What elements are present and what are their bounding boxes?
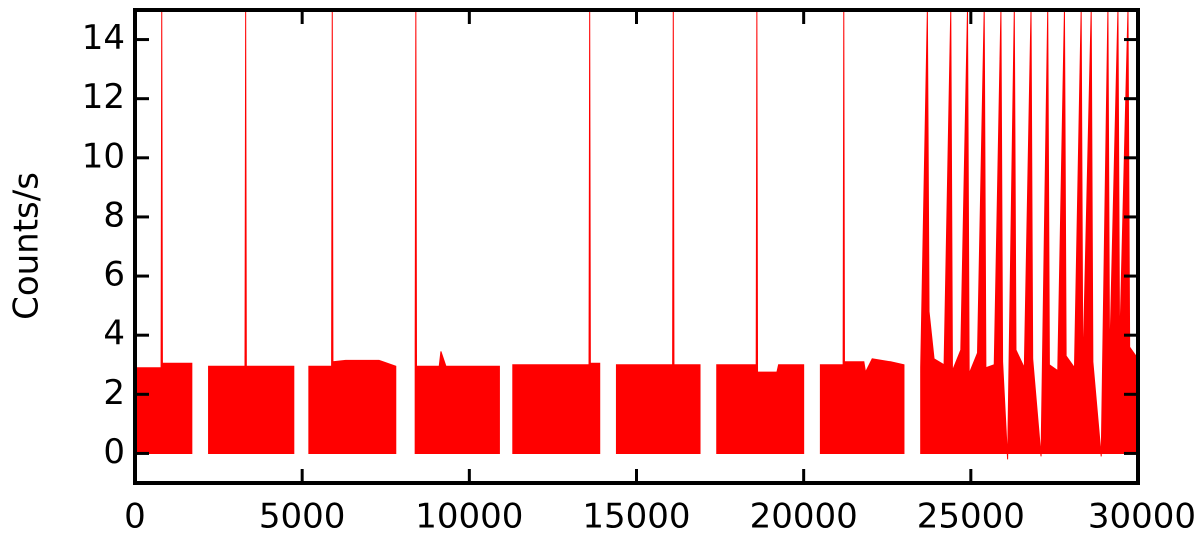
area (512, 10, 601, 454)
y-tick-label: 0 (103, 432, 125, 472)
area (414, 10, 500, 454)
area (208, 10, 295, 454)
plot-area (135, 10, 1138, 460)
area (308, 10, 397, 454)
y-tick-label: 2 (103, 373, 125, 413)
y-axis-label: Counts/s (7, 172, 47, 320)
area (615, 10, 701, 454)
y-tick-label: 4 (103, 314, 125, 354)
x-tick-label: 25000 (917, 497, 1025, 535)
area (920, 10, 1138, 460)
y-tick-label: 14 (82, 18, 125, 58)
area (819, 10, 905, 454)
x-tick-label: 20000 (750, 497, 858, 535)
x-tick-label: 5000 (259, 497, 346, 535)
area (135, 10, 193, 454)
x-tick-label: 30000 (1088, 497, 1196, 535)
y-tick-label: 12 (82, 77, 125, 117)
x-tick-label: 15000 (582, 497, 690, 535)
y-tick-label: 6 (103, 255, 125, 295)
x-tick-label: 0 (124, 497, 146, 535)
x-tick-label: 10000 (415, 497, 523, 535)
y-tick-label: 8 (103, 195, 125, 235)
area (716, 10, 805, 454)
y-tick-label: 10 (82, 136, 125, 176)
